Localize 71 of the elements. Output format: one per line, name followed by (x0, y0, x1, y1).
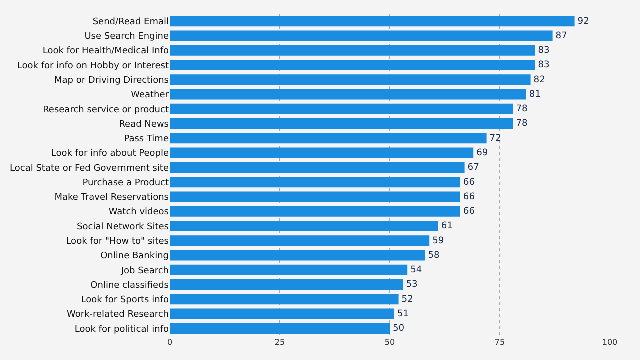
bar (170, 220, 438, 232)
data-label: 82 (534, 75, 546, 86)
data-label: 51 (397, 310, 410, 320)
bar (170, 280, 404, 290)
y-tick-label: Weather (131, 90, 170, 101)
y-tick-label: Social Network Sites (77, 222, 170, 232)
bar (170, 104, 514, 114)
data-label: 78 (516, 119, 528, 130)
data-label: 66 (463, 192, 476, 202)
bar (170, 177, 460, 188)
y-tick-label: Work-related Research (66, 310, 169, 320)
bar (170, 89, 526, 100)
x-tick-label: 75 (494, 338, 506, 347)
data-label: 81 (529, 90, 542, 100)
y-tick-label: Online Banking (100, 252, 169, 262)
data-label: 61 (441, 222, 454, 232)
y-tick-label: Read News (119, 120, 170, 130)
x-tick-label: 100 (602, 338, 618, 347)
data-label: 83 (538, 60, 550, 71)
data-label: 53 (406, 280, 418, 290)
y-tick-label: Look for Sports info (81, 296, 170, 306)
bar (170, 118, 514, 130)
bar (170, 16, 575, 27)
bar (170, 192, 460, 202)
bar (170, 45, 536, 56)
y-tick-label: Look for political info (74, 324, 170, 335)
y-tick-label: Purchase a Product (82, 178, 170, 188)
y-tick-label: Send/Read Email (92, 17, 169, 28)
y-tick-label: Watch videos (108, 208, 170, 218)
bar (170, 206, 460, 217)
bar (170, 294, 399, 305)
data-label: 78 (516, 104, 528, 115)
data-label: 59 (432, 236, 444, 246)
bar (170, 30, 553, 42)
y-tick-label: Make Travel Reservations (54, 193, 170, 204)
data-label: 69 (476, 148, 488, 158)
data-label: 52 (402, 294, 414, 305)
x-tick-label: 0 (167, 338, 173, 347)
bar (170, 250, 426, 261)
bar (170, 236, 430, 246)
bar (170, 133, 487, 144)
x-tick-label: 50 (384, 338, 396, 347)
y-tick-label: Map or Driving Directions (54, 76, 170, 86)
y-tick-label: Use Search Engine (84, 32, 170, 42)
y-tick-label: Look for Health/Medical Info (42, 46, 170, 57)
x-tick-label: 25 (274, 338, 286, 347)
data-label: 66 (463, 178, 476, 188)
bar (170, 162, 465, 173)
y-tick-label: Online classifieds (90, 280, 170, 291)
y-tick-label: Look for info about People (51, 149, 170, 160)
y-tick-label: Pass Time (124, 134, 170, 145)
bar (170, 264, 408, 276)
data-label: 66 (463, 207, 476, 218)
data-label: 54 (410, 266, 422, 276)
y-tick-label: Job Search (120, 266, 169, 276)
data-label: 87 (556, 31, 568, 42)
data-label: 58 (428, 250, 440, 261)
bar (170, 60, 536, 70)
data-label: 67 (468, 163, 480, 174)
data-label: 92 (578, 16, 590, 27)
y-tick-label: Local State or Fed Government site (10, 164, 170, 174)
bar (170, 74, 531, 86)
bar (170, 308, 394, 320)
data-label: 50 (393, 324, 405, 334)
bar (170, 148, 474, 158)
y-tick-label: Look for "How to" sites (66, 237, 170, 248)
data-label: 83 (538, 46, 550, 56)
y-tick-label: Look for info on Hobby or Interest (17, 61, 170, 72)
data-label: 72 (490, 134, 502, 144)
y-tick-label: Research service or product (43, 105, 170, 116)
bar (170, 323, 390, 334)
